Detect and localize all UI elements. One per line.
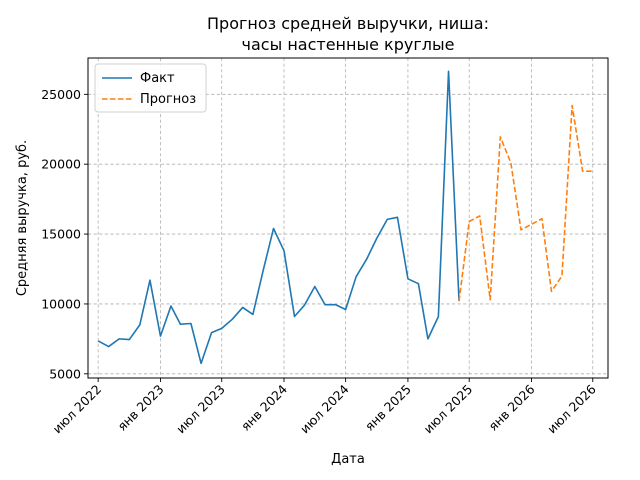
series-line-fact xyxy=(97,70,460,365)
chart-title-line-1: Прогноз средней выручки, ниша: xyxy=(207,14,489,33)
y-tick-label: 10000 xyxy=(41,296,81,311)
y-axis: 5000 10000 15000 20000 25000 xyxy=(41,87,88,381)
y-tick-label: 15000 xyxy=(41,227,81,242)
grid xyxy=(88,58,608,378)
y-tick-label: 5000 xyxy=(49,366,81,381)
y-tick-label: 20000 xyxy=(41,157,81,172)
legend-label-fact: Факт xyxy=(140,71,175,86)
series-layer xyxy=(97,70,593,365)
legend-label-forecast: Прогноз xyxy=(140,92,196,107)
x-axis-label: Дата xyxy=(331,452,365,467)
legend: Факт Прогноз xyxy=(94,63,207,113)
series-line-forecast xyxy=(458,104,593,302)
legend-box xyxy=(94,63,207,113)
y-axis-label: Средняя выручка, руб. xyxy=(15,140,30,296)
plot-frame xyxy=(87,57,609,379)
chart-title-line-2: часы настенные круглые xyxy=(242,35,455,54)
y-tick-label: 25000 xyxy=(41,87,81,102)
